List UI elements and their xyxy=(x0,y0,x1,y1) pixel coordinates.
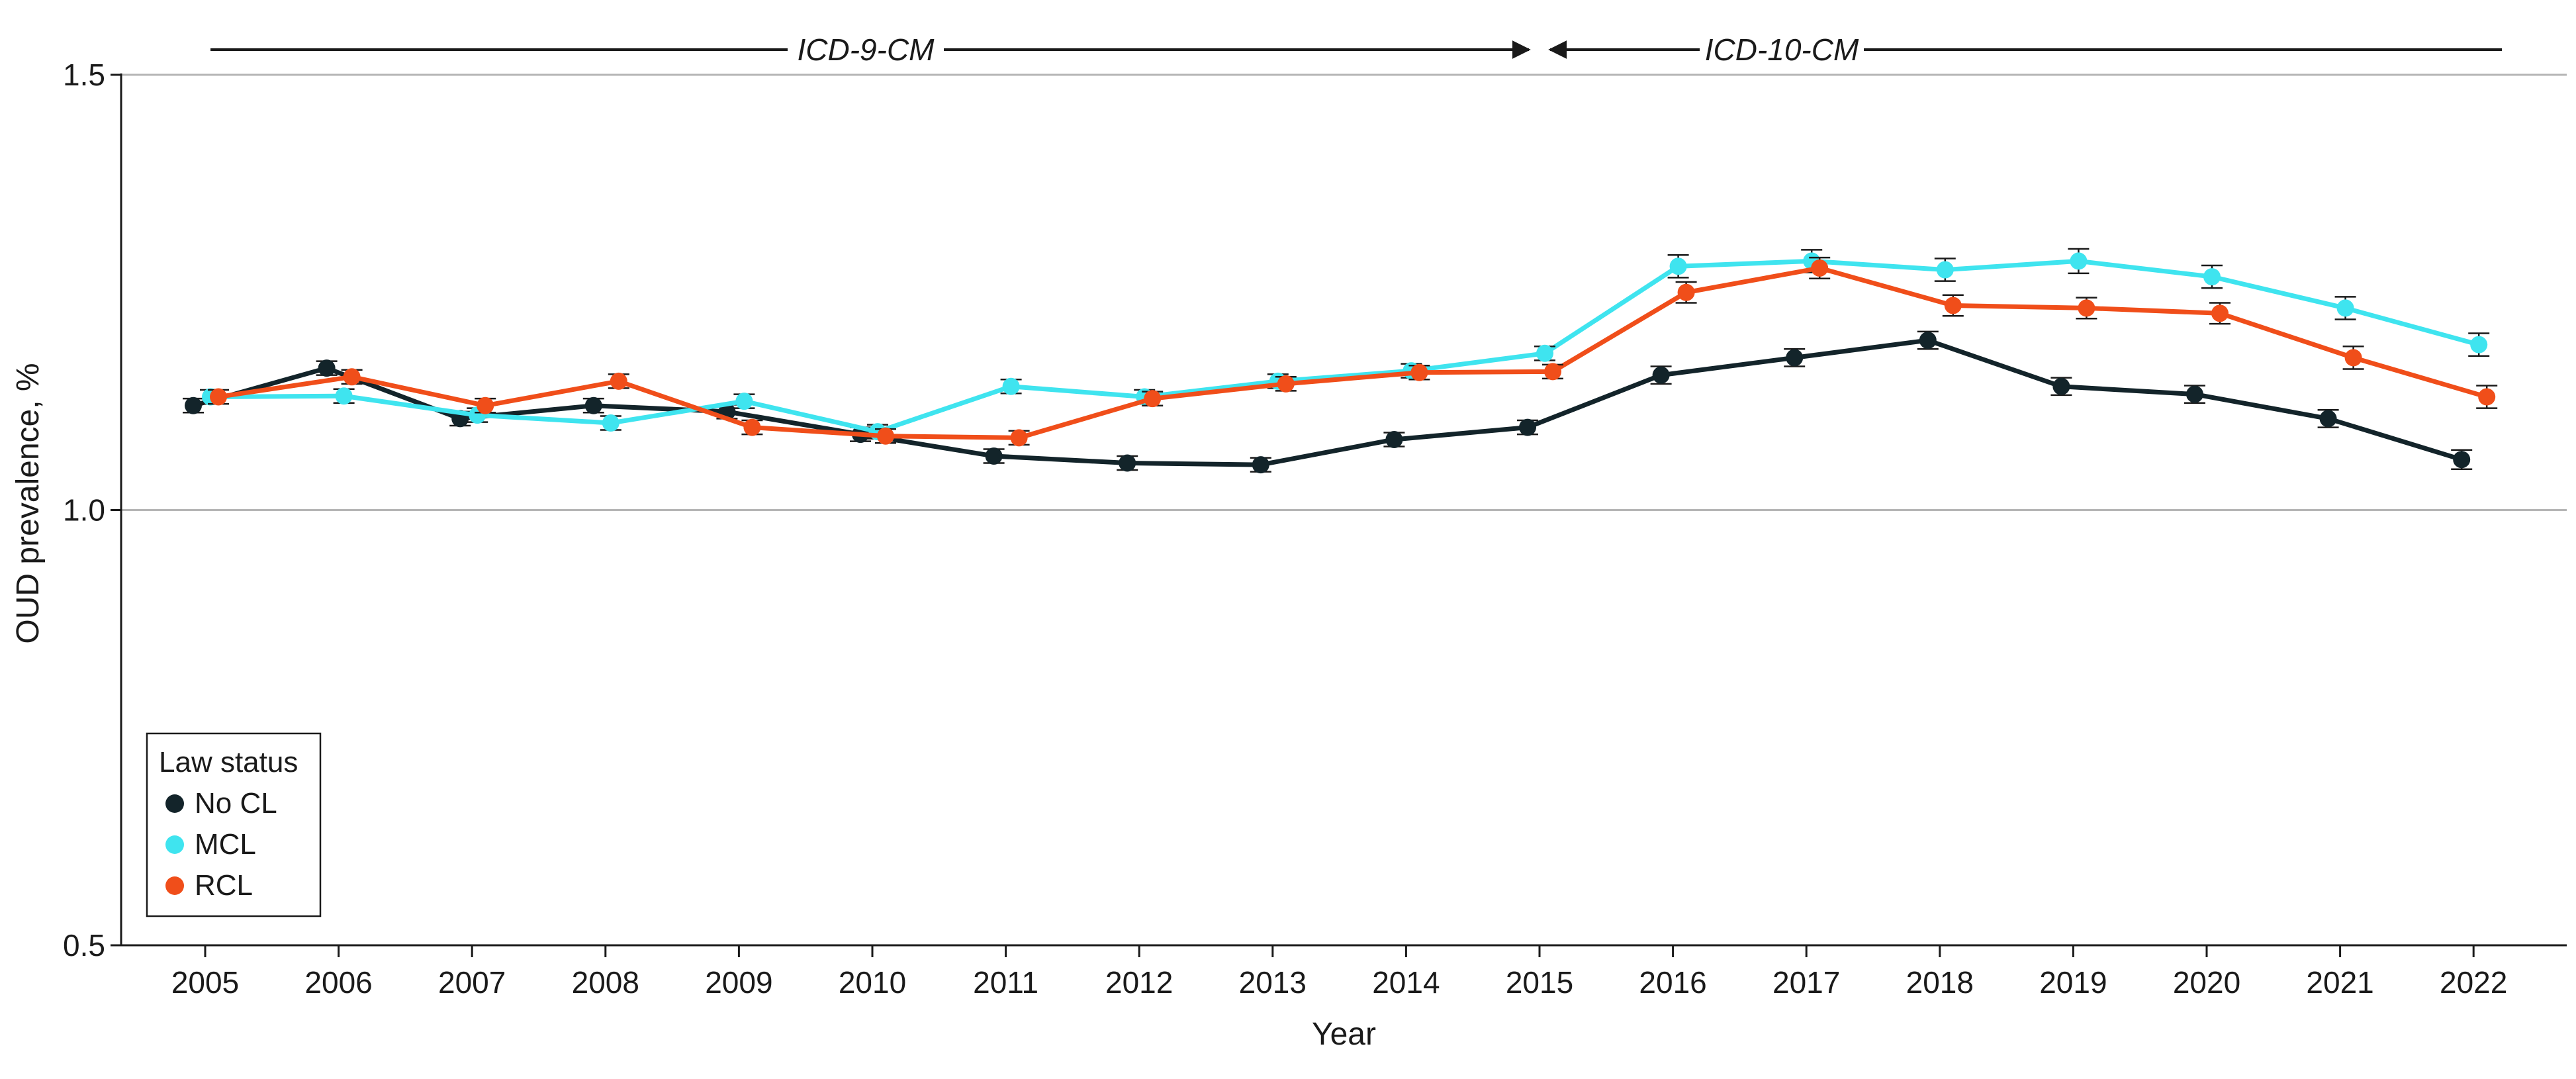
x-tick-label: 2017 xyxy=(1772,965,1840,1000)
legend-title: Law status xyxy=(159,746,298,778)
series-rcl xyxy=(208,256,2498,447)
x-tick-label: 2006 xyxy=(304,965,372,1000)
data-point xyxy=(2203,268,2221,286)
legend-item-rcl: RCL xyxy=(165,869,253,902)
x-tick-label: 2013 xyxy=(1239,965,1307,1000)
data-point xyxy=(735,393,753,410)
data-point xyxy=(1811,259,1829,277)
data-point xyxy=(743,418,761,436)
data-point xyxy=(2336,299,2354,317)
gridlines xyxy=(121,73,2567,511)
data-point xyxy=(2319,410,2337,428)
legend-label: No CL xyxy=(195,787,277,820)
x-tick-label: 2010 xyxy=(839,965,906,1000)
legend-swatch xyxy=(165,876,184,895)
data-point xyxy=(2344,349,2362,367)
x-tick-label: 2018 xyxy=(1906,965,1974,1000)
y-tick-label: 1.0 xyxy=(63,493,105,528)
legend-label: RCL xyxy=(195,869,253,902)
series-layer xyxy=(183,248,2498,474)
period-label: ICD-9-CM xyxy=(798,32,935,67)
legend-swatch xyxy=(165,794,184,813)
data-point xyxy=(343,368,361,386)
x-tick-label: 2014 xyxy=(1372,965,1440,1000)
data-point xyxy=(2211,305,2229,322)
x-tick-label: 2020 xyxy=(2173,965,2240,1000)
period-label: ICD-10-CM xyxy=(1705,32,1859,67)
data-point xyxy=(2070,252,2088,270)
data-point xyxy=(1936,261,1954,279)
x-tick-label: 2009 xyxy=(705,965,772,1000)
axes: 0.5 1.0 1.5 2005 2006 2007 2008 2009 2010 2011 201… xyxy=(63,58,2567,1000)
x-tick-label: 2019 xyxy=(2039,965,2107,1000)
data-point xyxy=(210,388,227,406)
data-point xyxy=(985,447,1003,465)
x-tick-label: 2005 xyxy=(171,965,239,1000)
x-tick-label: 2021 xyxy=(2306,965,2373,1000)
data-point xyxy=(1002,377,1020,395)
x-tick-label: 2016 xyxy=(1639,965,1706,1000)
data-point xyxy=(1677,283,1695,301)
period-annotation-1: ICD-10-CM xyxy=(1548,32,2502,67)
data-point xyxy=(1144,390,1162,408)
x-tick-label: 2012 xyxy=(1105,965,1173,1000)
data-point xyxy=(1277,375,1295,393)
data-point xyxy=(1252,456,1269,474)
series-no-cl xyxy=(183,330,2473,474)
period-annotation-0: ICD-9-CM xyxy=(210,32,1531,67)
data-point xyxy=(877,427,894,445)
y-tick-label: 0.5 xyxy=(63,928,105,962)
data-point xyxy=(584,397,602,414)
series-line xyxy=(193,338,2463,467)
data-point xyxy=(1944,297,1962,314)
data-point xyxy=(1786,349,1804,367)
data-point xyxy=(477,397,494,414)
data-point xyxy=(1410,363,1428,381)
y-axis-title: OUD prevalence, % xyxy=(11,363,46,643)
y-tick-label: 1.5 xyxy=(63,58,105,92)
data-point xyxy=(185,397,202,414)
data-point xyxy=(2052,377,2070,395)
data-point xyxy=(2453,451,2471,469)
data-point xyxy=(1010,429,1028,447)
data-point xyxy=(1385,430,1403,448)
series-line xyxy=(218,265,2488,440)
x-axis-title: Year xyxy=(1312,1017,1376,1052)
legend-item-no-cl: No CL xyxy=(165,787,277,820)
data-point xyxy=(1919,332,1937,350)
data-point xyxy=(335,387,353,405)
data-point xyxy=(1669,258,1687,275)
legend-swatch xyxy=(165,835,184,854)
legend-label: MCL xyxy=(195,828,256,861)
x-tick-label: 2008 xyxy=(572,965,639,1000)
x-tick-label: 2015 xyxy=(1506,965,1573,1000)
data-point xyxy=(2470,336,2488,353)
data-point xyxy=(1652,366,1670,384)
data-point xyxy=(2478,388,2496,406)
data-point xyxy=(1119,454,1136,472)
series-mcl xyxy=(200,248,2490,441)
data-point xyxy=(610,372,627,390)
data-point xyxy=(1544,363,1561,381)
x-tick-label: 2011 xyxy=(973,965,1038,1000)
coding-period-annotations: ICD-9-CM ICD-10-CM xyxy=(210,32,2502,67)
x-tick-label: 2022 xyxy=(2440,965,2507,1000)
data-point xyxy=(2186,385,2203,403)
data-point xyxy=(1519,418,1536,436)
x-tick-label: 2007 xyxy=(438,965,506,1000)
data-point xyxy=(318,359,336,377)
data-point xyxy=(602,414,620,432)
series-line xyxy=(210,258,2480,434)
data-point xyxy=(1536,344,1553,362)
data-point xyxy=(2078,299,2095,317)
legend: Law status No CL MCL RCL xyxy=(146,732,322,917)
legend-item-mcl: MCL xyxy=(165,828,256,861)
